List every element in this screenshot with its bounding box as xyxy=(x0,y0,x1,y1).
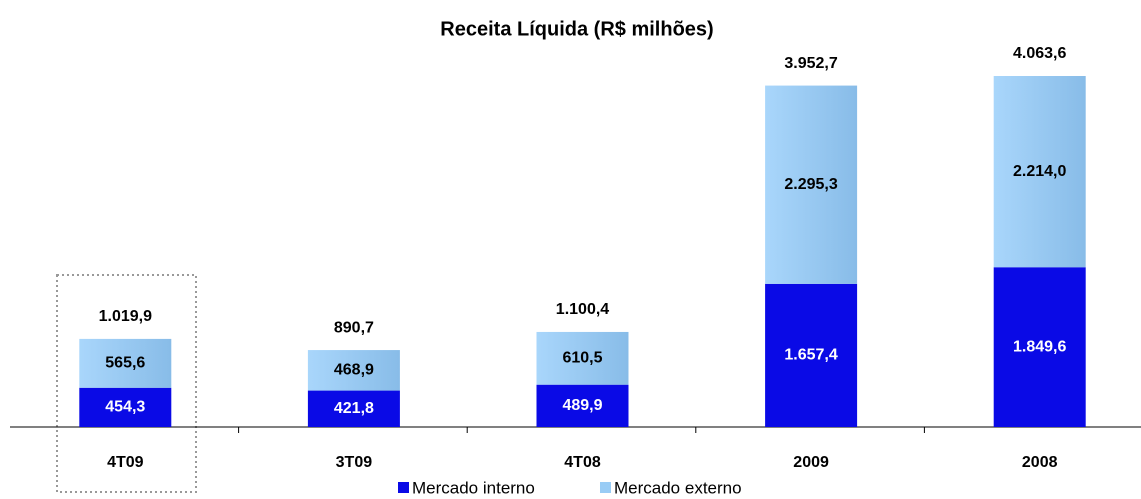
bar-segment xyxy=(79,338,172,388)
bar-segment xyxy=(765,85,858,284)
total-label: 3.952,7 xyxy=(784,55,837,72)
value-label: 468,9 xyxy=(334,362,374,379)
x-tick-label: 3T09 xyxy=(336,454,373,471)
bar-segment xyxy=(993,76,1086,268)
bar-segment xyxy=(307,350,400,391)
legend-label: Mercado externo xyxy=(614,478,742,497)
legend-label: Mercado interno xyxy=(412,478,535,497)
total-label: 1.100,4 xyxy=(556,301,609,318)
x-tick-label: 2008 xyxy=(1022,454,1058,471)
value-label: 565,6 xyxy=(105,355,145,372)
bar-segment xyxy=(79,387,172,427)
value-label: 2.295,3 xyxy=(784,176,837,193)
value-label: 454,3 xyxy=(105,399,145,416)
total-label: 1.019,9 xyxy=(99,308,152,325)
value-label: 2.214,0 xyxy=(1013,163,1066,180)
value-label: 610,5 xyxy=(562,350,602,367)
legend-swatch xyxy=(600,482,611,493)
legend-swatch xyxy=(398,482,409,493)
bar-segment xyxy=(307,390,400,427)
x-tick-label: 4T09 xyxy=(107,454,144,471)
total-label: 4.063,6 xyxy=(1013,45,1066,62)
bar-segment xyxy=(765,283,858,427)
value-label: 489,9 xyxy=(562,397,602,414)
value-label: 421,8 xyxy=(334,400,374,417)
chart-title: Receita Líquida (R$ milhões) xyxy=(440,18,713,40)
x-tick-label: 2009 xyxy=(793,454,829,471)
bar-segment xyxy=(993,267,1086,427)
x-tick-label: 4T08 xyxy=(564,454,601,471)
value-label: 1.849,6 xyxy=(1013,338,1066,355)
bar-segment xyxy=(536,384,629,427)
bar-segment xyxy=(536,331,629,385)
value-label: 1.657,4 xyxy=(784,347,837,364)
total-label: 890,7 xyxy=(334,319,374,336)
highlight-box xyxy=(56,274,197,493)
